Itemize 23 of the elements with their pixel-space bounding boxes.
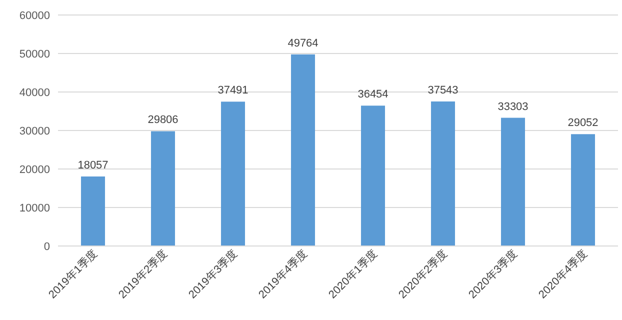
data-label: 33303 — [498, 100, 528, 113]
y-tick-label: 0 — [44, 241, 50, 253]
bar — [361, 106, 385, 246]
bar — [81, 176, 105, 246]
bar — [291, 54, 315, 246]
data-label: 49764 — [288, 37, 318, 50]
bar — [571, 134, 595, 246]
data-label: 29806 — [148, 114, 178, 126]
y-tick-label: 10000 — [19, 202, 50, 214]
data-label: 36454 — [358, 88, 388, 101]
y-tick-label: 60000 — [19, 10, 50, 22]
y-tick-label: 20000 — [19, 164, 50, 176]
data-label: 18057 — [78, 159, 108, 172]
y-tick-label: 50000 — [19, 48, 50, 60]
bar — [501, 118, 525, 246]
bar — [221, 102, 245, 246]
bar — [151, 131, 175, 246]
y-tick-label: 30000 — [19, 126, 50, 138]
data-label: 37543 — [428, 84, 458, 96]
y-tick-label: 40000 — [19, 87, 50, 99]
data-label: 29052 — [568, 117, 598, 130]
bar — [431, 101, 455, 246]
data-label: 37491 — [218, 84, 248, 97]
